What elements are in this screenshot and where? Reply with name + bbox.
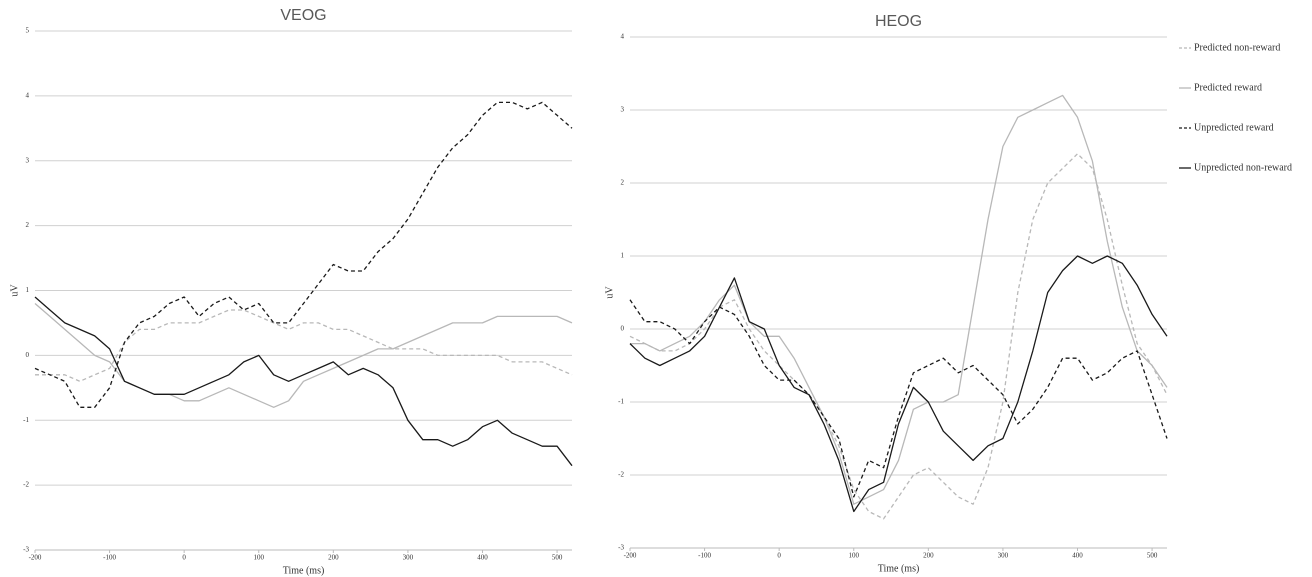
series-line xyxy=(630,94,1168,505)
chart-title: VEOG xyxy=(280,7,326,24)
y-tick-label: 5 xyxy=(26,27,30,35)
x-tick-label: 100 xyxy=(254,554,265,562)
y-tick-label: 3 xyxy=(621,106,625,114)
x-tick-label: -100 xyxy=(698,552,711,560)
x-tick-label: 500 xyxy=(1147,552,1158,560)
x-tick-label: -200 xyxy=(624,552,637,560)
x-tick-label: 300 xyxy=(403,554,414,562)
x-tick-label: -100 xyxy=(103,554,116,562)
y-tick-label: -2 xyxy=(23,481,29,489)
y-tick-label: 2 xyxy=(621,179,625,187)
x-tick-label: 200 xyxy=(923,552,934,560)
y-tick-label: -3 xyxy=(23,546,29,554)
y-axis-label: uV xyxy=(604,286,615,299)
x-axis-label: Time (ms) xyxy=(878,563,920,574)
x-tick-label: 500 xyxy=(552,554,563,562)
x-tick-label: 0 xyxy=(777,552,781,560)
legend-label: Predicted reward xyxy=(1194,82,1262,93)
legend-label: Unpredicted non-reward xyxy=(1194,162,1292,173)
y-axis-label: uV xyxy=(9,284,20,297)
x-tick-label: 300 xyxy=(998,552,1009,560)
series-line xyxy=(34,101,573,408)
x-tick-label: 200 xyxy=(328,554,339,562)
series-line xyxy=(629,153,1168,520)
y-tick-label: 1 xyxy=(621,252,625,260)
x-tick-label: 0 xyxy=(182,554,186,562)
legend-label: Unpredicted reward xyxy=(1194,122,1274,133)
x-axis-label: Time (ms) xyxy=(283,565,325,576)
y-tick-label: 3 xyxy=(26,156,30,164)
y-tick-label: 4 xyxy=(26,91,30,99)
y-tick-label: 0 xyxy=(621,325,625,333)
y-tick-label: -1 xyxy=(618,398,624,406)
x-tick-label: -200 xyxy=(29,554,42,562)
y-tick-label: -2 xyxy=(618,471,624,479)
series-line xyxy=(629,255,1168,513)
y-tick-label: -1 xyxy=(23,416,29,424)
y-tick-label: 2 xyxy=(26,221,30,229)
y-tick-label: 4 xyxy=(621,33,625,41)
y-tick-label: 1 xyxy=(26,286,30,294)
x-tick-label: 100 xyxy=(849,552,860,560)
x-tick-label: 400 xyxy=(1072,552,1083,560)
chart-title: HEOG xyxy=(875,13,922,30)
legend-label: Predicted non-reward xyxy=(1194,42,1280,53)
y-tick-label: -3 xyxy=(618,544,624,552)
x-tick-label: 400 xyxy=(477,554,488,562)
y-tick-label: 0 xyxy=(26,351,30,359)
series-line xyxy=(34,296,573,467)
